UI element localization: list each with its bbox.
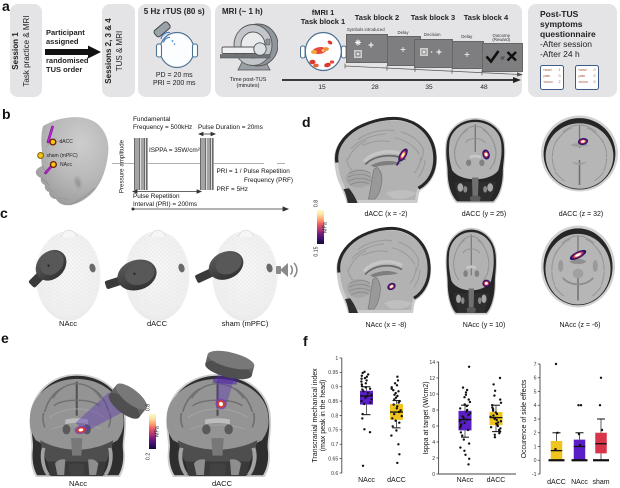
svg-text:0.85: 0.85 [328, 399, 338, 405]
svg-text:0.7: 0.7 [331, 442, 338, 448]
svg-text:NAcc: NAcc [358, 477, 375, 484]
svg-text:10: 10 [429, 392, 435, 398]
svg-text:or: or [501, 55, 506, 61]
svg-text:2: 2 [432, 456, 435, 462]
svg-text:NAcc: NAcc [571, 479, 588, 486]
svg-text:dACC: dACC [487, 477, 506, 484]
svg-text:0.65: 0.65 [328, 456, 338, 462]
svg-text:6: 6 [432, 424, 435, 430]
svg-text:dACC: dACC [547, 479, 566, 486]
svg-text:NAcc: NAcc [457, 477, 474, 484]
svg-text:0.8: 0.8 [331, 413, 338, 419]
svg-text:4: 4 [432, 440, 435, 446]
svg-text:14: 14 [429, 360, 435, 366]
svg-text:1: 1 [534, 444, 537, 450]
svg-text:-1: -1 [532, 472, 537, 478]
svg-text:0.95: 0.95 [328, 370, 338, 376]
svg-text:6: 6 [534, 376, 537, 382]
svg-text:0.75: 0.75 [328, 428, 338, 434]
svg-text:0: 0 [534, 458, 537, 464]
svg-text:sham: sham [592, 479, 609, 486]
svg-text:4: 4 [534, 403, 537, 409]
svg-text:dACC: dACC [387, 477, 406, 484]
svg-text:7: 7 [534, 362, 537, 368]
svg-text:Transcranial mechanical index: Transcranial mechanical index [312, 368, 319, 463]
svg-text:0.9: 0.9 [331, 385, 338, 391]
svg-text:12: 12 [429, 376, 435, 382]
svg-text:3: 3 [534, 417, 537, 423]
svg-text:8: 8 [432, 408, 435, 414]
svg-text:1: 1 [335, 356, 338, 362]
svg-text:0.6: 0.6 [331, 471, 338, 477]
svg-text:Isppa at target (W/cm2): Isppa at target (W/cm2) [423, 381, 430, 454]
svg-text:Occurence of side effects: Occurence of side effects [521, 379, 528, 458]
svg-text:5: 5 [534, 389, 537, 395]
svg-text:0: 0 [432, 472, 435, 478]
svg-text:2: 2 [534, 431, 537, 437]
svg-text:(max peak in the head): (max peak in the head) [320, 380, 327, 452]
